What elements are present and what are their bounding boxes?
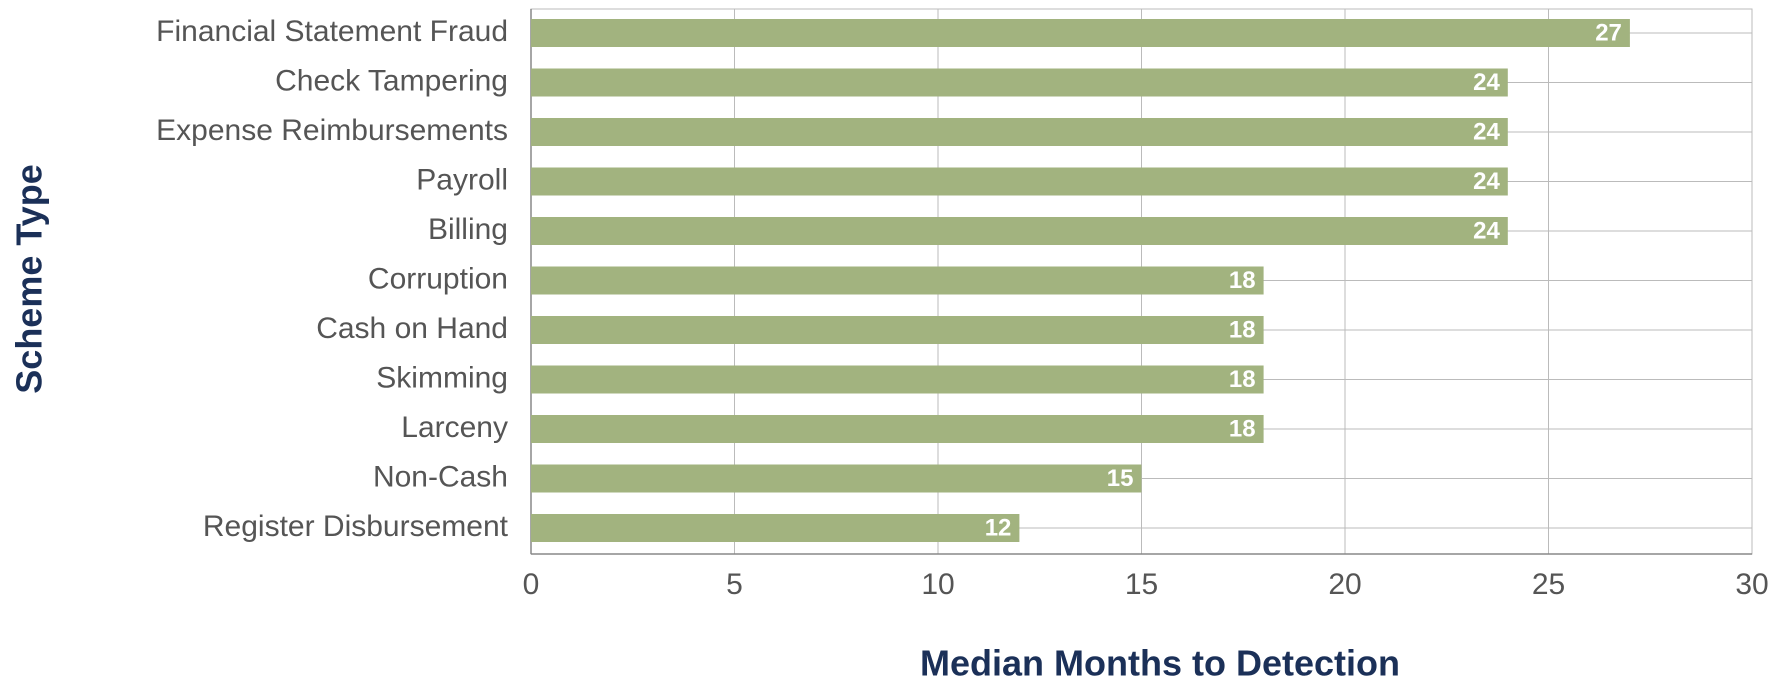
x-tick-label: 15 (1125, 568, 1158, 601)
bar (531, 167, 1508, 196)
x-tick-label: 25 (1532, 568, 1565, 601)
bar (531, 118, 1508, 146)
bar (531, 266, 1264, 295)
bar (531, 68, 1508, 97)
y-tick-label: Corruption (368, 262, 508, 295)
data-label: 12 (985, 514, 1012, 541)
y-tick-label: Register Disbursement (203, 510, 509, 543)
y-tick-label: Payroll (416, 163, 508, 196)
data-label: 24 (1473, 217, 1500, 244)
data-label: 18 (1229, 316, 1256, 343)
x-tick-label: 10 (921, 568, 954, 601)
data-label: 24 (1473, 118, 1500, 145)
bar (531, 514, 1020, 542)
y-tick-label: Non-Cash (373, 460, 508, 493)
y-tick-label: Larceny (401, 411, 508, 444)
y-tick-label: Billing (428, 213, 508, 246)
bar (531, 217, 1508, 245)
x-tick-label: 30 (1735, 568, 1768, 601)
y-tick-label: Expense Reimbursements (156, 114, 508, 147)
y-tick-label: Check Tampering (275, 64, 508, 97)
data-label: 24 (1473, 69, 1500, 96)
y-tick-label: Cash on Hand (316, 312, 508, 345)
data-label: 15 (1107, 465, 1134, 492)
data-label: 18 (1229, 415, 1256, 442)
y-axis-title: Scheme Type (9, 164, 50, 393)
data-label: 18 (1229, 366, 1256, 393)
x-tick-label: 5 (726, 568, 743, 601)
bar (531, 365, 1264, 394)
bar (531, 316, 1264, 344)
data-label: 18 (1229, 267, 1256, 294)
y-tick-label: Skimming (376, 361, 508, 394)
bar (531, 19, 1630, 47)
x-tick-label: 20 (1328, 568, 1361, 601)
x-tick-label: 0 (523, 568, 540, 601)
bar (531, 415, 1264, 443)
bar (531, 464, 1142, 493)
x-axis-title: Median Months to Detection (920, 643, 1400, 682)
data-label: 27 (1595, 19, 1622, 46)
y-tick-label: Financial Statement Fraud (156, 15, 508, 48)
data-label: 24 (1473, 168, 1500, 195)
